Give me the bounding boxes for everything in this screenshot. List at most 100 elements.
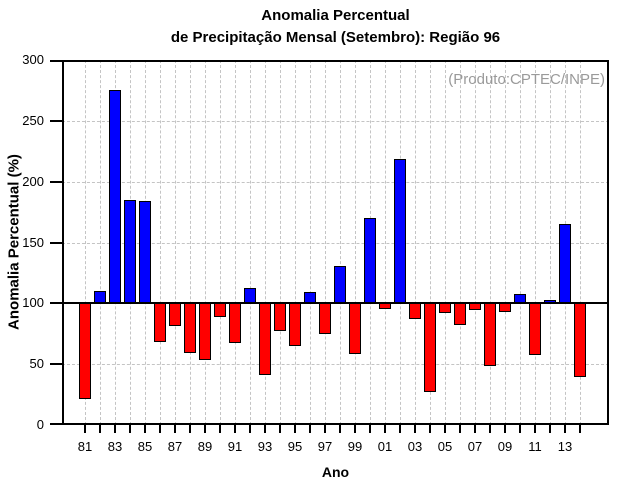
x-tick-11 [534, 425, 536, 433]
horizontal-gridline-250 [62, 121, 609, 122]
y-tick-label-300: 300 [22, 52, 44, 67]
baseline-100 [62, 302, 609, 304]
y-tick-label-100: 100 [22, 295, 44, 310]
x-tick-label-83: 83 [107, 439, 123, 454]
y-tick-50 [50, 363, 62, 365]
y-tick-300 [50, 60, 62, 62]
y-tick-250 [50, 120, 62, 122]
vertical-gridline-93 [265, 60, 266, 425]
x-tick-88 [189, 425, 191, 433]
x-tick-93 [264, 425, 266, 433]
horizontal-gridline-200 [62, 182, 609, 183]
x-tick-90 [219, 425, 221, 433]
x-tick-label-81: 81 [77, 439, 93, 454]
x-tick-label-89: 89 [197, 439, 213, 454]
y-tick-150 [50, 242, 62, 244]
plot-area: (Produto:CPTEC/INPE) 0 50 100 150 200 250 300 8… [22, 52, 609, 454]
bar-87 [169, 303, 181, 326]
y-tick-label-50: 50 [29, 356, 44, 371]
x-tick-label-07: 07 [467, 439, 483, 454]
vertical-gridline-12 [550, 60, 551, 425]
x-tick-12 [549, 425, 551, 433]
vertical-gridline-92 [250, 60, 251, 425]
bar-99 [349, 303, 361, 354]
x-tick-label-93: 93 [257, 439, 273, 454]
product-annotation: (Produto:CPTEC/INPE) [448, 71, 605, 88]
bar-91 [229, 303, 241, 343]
vertical-gridline-95 [295, 60, 296, 425]
bar-84 [124, 200, 136, 304]
x-tick-02 [399, 425, 401, 433]
vertical-gridline-89 [205, 60, 206, 425]
bar-00 [364, 218, 376, 304]
y-tick-label-200: 200 [22, 174, 44, 189]
x-tick-label-95: 95 [287, 439, 303, 454]
x-tick-81 [84, 425, 86, 433]
vertical-gridline-90 [220, 60, 221, 425]
x-tick-label-87: 87 [167, 439, 183, 454]
vertical-gridline-04 [430, 60, 431, 425]
x-tick-13 [564, 425, 566, 433]
vertical-gridline-03 [415, 60, 416, 425]
x-tick-05 [444, 425, 446, 433]
x-tick-label-13: 13 [557, 439, 573, 454]
x-tick-label-91: 91 [227, 439, 243, 454]
x-tick-87 [174, 425, 176, 433]
bar-86 [154, 303, 166, 342]
x-tick-10 [519, 425, 521, 433]
vertical-gridline-91 [235, 60, 236, 425]
x-axis-label: Ano [321, 464, 350, 480]
x-tick-label-11: 11 [528, 439, 542, 454]
x-tick-84 [129, 425, 131, 433]
x-tick-label-03: 03 [407, 439, 423, 454]
vertical-gridline-09 [505, 60, 506, 425]
y-axis-label: Anomalia Percentual (%) [5, 154, 23, 330]
vertical-gridline-06 [460, 60, 461, 425]
x-tick-06 [459, 425, 461, 433]
bar-89 [199, 303, 211, 360]
x-tick-99 [354, 425, 356, 433]
y-tick-label-250: 250 [22, 113, 44, 128]
bar-93 [259, 303, 271, 375]
vertical-gridline-86 [160, 60, 161, 425]
bar-04 [424, 303, 436, 392]
x-tick-96 [309, 425, 311, 433]
vertical-gridline-87 [175, 60, 176, 425]
y-tick-label-150: 150 [22, 235, 44, 250]
chart-title-line2: de Precipitação Mensal (Setembro): Regiã… [170, 29, 501, 46]
bar-85 [139, 201, 151, 304]
bar-98 [334, 266, 346, 304]
vertical-gridline-96 [310, 60, 311, 425]
vertical-gridline-14 [580, 60, 581, 425]
bar-03 [409, 303, 421, 319]
bar-14 [574, 303, 586, 377]
bar-81 [79, 303, 91, 399]
horizontal-gridline-50 [62, 364, 609, 365]
vertical-gridline-98 [340, 60, 341, 425]
vertical-gridline-94 [280, 60, 281, 425]
bar-08 [484, 303, 496, 366]
vertical-gridline-88 [190, 60, 191, 425]
y-tick-0 [50, 423, 62, 425]
vertical-gridline-07 [475, 60, 476, 425]
x-tick-01 [384, 425, 386, 433]
x-tick-09 [504, 425, 506, 433]
x-tick-label-99: 99 [347, 439, 363, 454]
x-tick-86 [159, 425, 161, 433]
bar-09 [499, 303, 511, 312]
bar-88 [184, 303, 196, 353]
x-tick-03 [414, 425, 416, 433]
bar-97 [319, 303, 331, 334]
vertical-gridline-97 [325, 60, 326, 425]
y-tick-100 [50, 302, 62, 304]
bar-11 [529, 303, 541, 355]
vertical-gridline-10 [520, 60, 521, 425]
x-tick-00 [369, 425, 371, 433]
x-tick-94 [279, 425, 281, 433]
vertical-gridline-81 [85, 60, 86, 425]
bar-13 [559, 224, 571, 304]
chart-title-line1: Anomalia Percentual [261, 7, 410, 24]
bar-02 [394, 159, 406, 304]
x-tick-label-97: 97 [317, 439, 333, 454]
x-tick-97 [324, 425, 326, 433]
